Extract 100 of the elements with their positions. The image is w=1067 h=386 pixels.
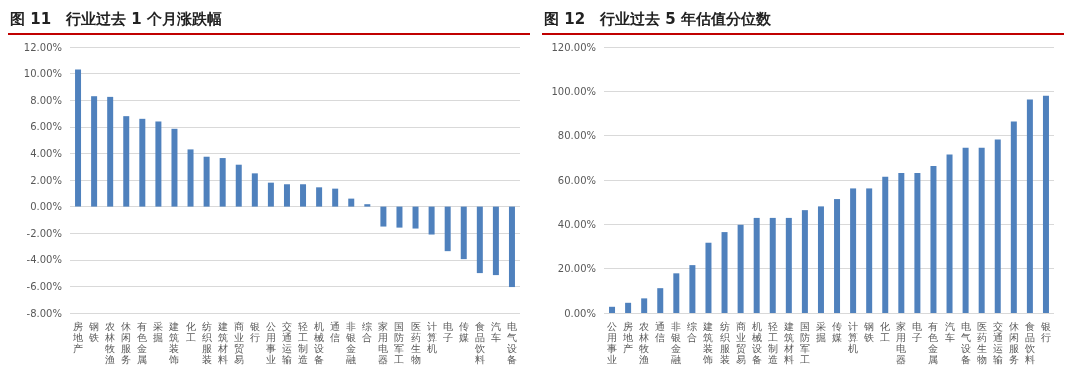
bar bbox=[946, 154, 953, 313]
bar bbox=[641, 298, 648, 313]
x-tick-label: 银行 bbox=[248, 321, 260, 343]
bar bbox=[235, 164, 242, 207]
bar bbox=[625, 302, 632, 313]
bar bbox=[930, 166, 937, 313]
y-tick-label: 0.00% bbox=[564, 307, 596, 319]
x-tick-label: 房地产 bbox=[72, 321, 84, 354]
x-tick-label: 有色金属 bbox=[137, 321, 148, 365]
x-tick-label: 采掘 bbox=[815, 321, 826, 343]
x-tick-label: 农林牧渔 bbox=[104, 321, 116, 365]
bar bbox=[428, 206, 435, 235]
bar bbox=[444, 206, 451, 252]
bar bbox=[123, 116, 130, 207]
bar bbox=[283, 184, 290, 207]
x-tick-label: 建筑材料 bbox=[782, 321, 794, 365]
y-tick-label: 80.00% bbox=[557, 130, 596, 142]
y-tick-label: 4.00% bbox=[30, 147, 62, 159]
bar bbox=[508, 206, 515, 288]
bar bbox=[962, 147, 969, 313]
chart-title: 图 11 行业过去 1 个月涨跌幅 bbox=[8, 8, 530, 35]
y-tick-label: 2.00% bbox=[30, 174, 62, 186]
x-tick-label: 通信 bbox=[655, 321, 666, 343]
x-tick-label: 综合 bbox=[362, 321, 373, 343]
x-tick-label: 有色金属 bbox=[928, 321, 939, 365]
bar bbox=[898, 172, 905, 313]
bar bbox=[380, 206, 387, 227]
bar bbox=[689, 265, 696, 313]
x-tick-label: 建筑装饰 bbox=[168, 321, 180, 365]
x-tick-label: 食品饮料 bbox=[473, 321, 485, 365]
x-tick-label: 医药生物 bbox=[976, 321, 987, 365]
y-tick-label: 8.00% bbox=[30, 94, 62, 106]
x-tick-label: 轻工制造 bbox=[298, 321, 309, 365]
x-tick-label: 钢铁 bbox=[863, 321, 875, 343]
bar bbox=[1026, 99, 1033, 313]
y-tick-label: 40.00% bbox=[557, 218, 596, 230]
x-tick-label: 计算机 bbox=[848, 321, 859, 354]
y-tick-label: 100.00% bbox=[551, 85, 596, 97]
x-tick-label: 医药生物 bbox=[410, 321, 421, 365]
bar bbox=[203, 156, 210, 207]
x-tick-label: 商业贸易 bbox=[735, 321, 746, 365]
bar bbox=[753, 217, 760, 313]
bar bbox=[412, 206, 419, 229]
x-tick-label: 休闲服务 bbox=[121, 321, 132, 365]
bar bbox=[396, 206, 403, 228]
bar bbox=[705, 242, 712, 313]
y-tick-label: -4.00% bbox=[26, 254, 62, 266]
bar bbox=[155, 121, 162, 207]
y-tick-label: 10.00% bbox=[23, 68, 62, 80]
x-tick-label: 电子 bbox=[912, 321, 923, 343]
bar bbox=[850, 188, 857, 313]
x-tick-label: 综合 bbox=[687, 321, 698, 343]
x-tick-label: 建筑装饰 bbox=[702, 321, 714, 365]
bar bbox=[834, 199, 841, 313]
bar bbox=[1010, 121, 1017, 313]
x-tick-label: 电气设备 bbox=[960, 321, 971, 365]
bar bbox=[75, 69, 82, 207]
bar bbox=[348, 198, 355, 207]
x-tick-label: 轻工制造 bbox=[767, 321, 778, 365]
bar bbox=[609, 306, 616, 313]
y-tick-label: 20.00% bbox=[557, 263, 596, 275]
y-tick-label: 6.00% bbox=[30, 121, 62, 133]
bar bbox=[817, 206, 824, 313]
bar bbox=[251, 173, 258, 207]
x-tick-label: 农林牧渔 bbox=[638, 321, 650, 365]
bar bbox=[139, 118, 146, 207]
y-tick-label: -2.00% bbox=[26, 227, 62, 239]
bar bbox=[219, 158, 226, 207]
x-tick-label: 化工 bbox=[185, 321, 196, 343]
x-tick-label: 非银金融 bbox=[670, 321, 682, 365]
x-tick-label: 食品饮料 bbox=[1023, 321, 1035, 365]
x-tick-label: 纺织服装 bbox=[201, 321, 212, 365]
x-tick-label: 建筑材料 bbox=[216, 321, 228, 365]
bar bbox=[657, 288, 664, 313]
bar bbox=[914, 172, 921, 313]
x-tick-label: 通信 bbox=[330, 321, 341, 343]
bar bbox=[492, 206, 499, 276]
x-tick-label: 电气设备 bbox=[506, 321, 517, 365]
x-tick-label: 商业贸易 bbox=[233, 321, 244, 365]
bar bbox=[187, 149, 194, 207]
x-tick-label: 非银金融 bbox=[345, 321, 357, 365]
x-tick-label: 家用电器 bbox=[896, 321, 907, 365]
x-tick-label: 房地产 bbox=[622, 321, 634, 354]
bar bbox=[785, 217, 792, 313]
x-tick-label: 钢铁 bbox=[88, 321, 100, 343]
x-tick-label: 传媒 bbox=[458, 321, 469, 343]
y-tick-label: 12.00% bbox=[23, 41, 62, 53]
bar bbox=[769, 217, 776, 313]
x-tick-label: 家用电器 bbox=[378, 321, 389, 365]
bar bbox=[107, 96, 114, 207]
x-tick-label: 传媒 bbox=[832, 321, 843, 343]
x-tick-label: 汽车 bbox=[944, 321, 955, 343]
x-tick-label: 国防军工 bbox=[394, 321, 405, 365]
bar bbox=[171, 128, 178, 207]
bar bbox=[332, 188, 339, 207]
bar bbox=[316, 187, 323, 207]
x-tick-label: 银行 bbox=[1039, 321, 1051, 343]
bar bbox=[267, 182, 274, 207]
bar bbox=[673, 273, 680, 313]
x-tick-label: 电子 bbox=[442, 321, 453, 343]
